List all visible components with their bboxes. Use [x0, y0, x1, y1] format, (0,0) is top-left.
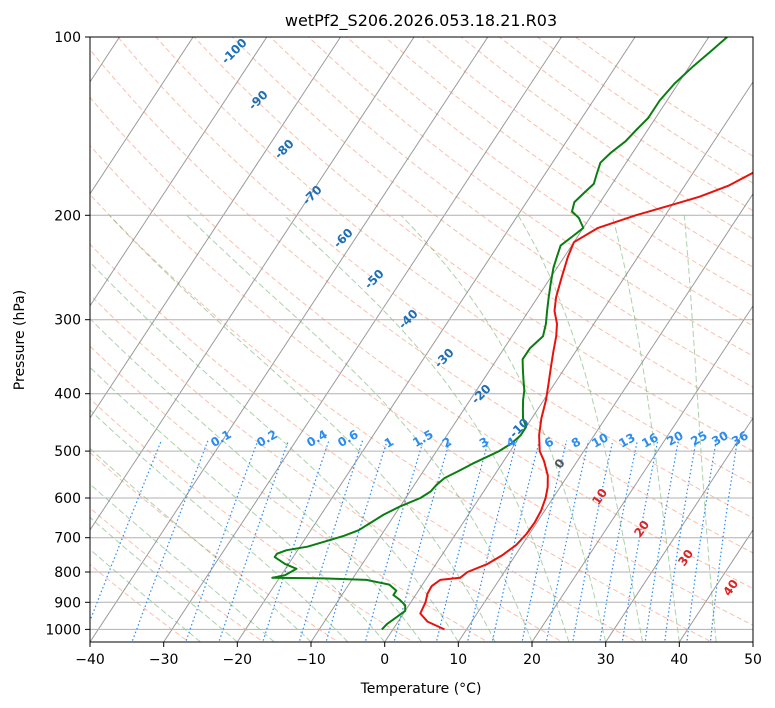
mixing-ratio-line	[664, 440, 697, 642]
mixing-ratio-line	[644, 440, 679, 642]
x-tick-label: −30	[149, 652, 179, 668]
isotherm-line	[678, 529, 753, 642]
moist-adiabat-line	[90, 548, 201, 642]
mixing-ratio-line	[572, 440, 614, 642]
profile-series	[271, 37, 753, 631]
mixing-ratio-line	[435, 440, 489, 642]
x-axis: −40 −30 −20 −10 0 10 20 30 40 50	[75, 642, 762, 668]
dry-adiabat-line	[90, 96, 753, 590]
mixing-ratio-line	[466, 440, 518, 642]
dry-adiabat-line	[117, 37, 753, 519]
dry-adiabat-line	[308, 37, 753, 357]
mixing-ratio-line	[491, 440, 540, 642]
y-tick-label: 300	[54, 313, 81, 329]
moist-adiabat-line	[108, 214, 496, 642]
moist-adiabat-line	[90, 409, 349, 642]
plot-frame	[89, 36, 754, 643]
moist-adiabat-line	[186, 214, 533, 642]
mixing-ratio-line	[393, 440, 451, 642]
x-tick-label: 50	[744, 652, 762, 668]
isotherm-line	[90, 37, 341, 419]
moist-adiabat-line	[611, 215, 680, 642]
mixing-ratio-line	[545, 440, 590, 642]
moist-adiabats	[90, 214, 717, 642]
y-tick-label: 100	[54, 30, 81, 46]
x-tick-label: 0	[380, 652, 389, 668]
mixing-ratio-line	[262, 440, 330, 642]
x-tick-label: 40	[670, 652, 688, 668]
dewpoint-profile-line	[271, 37, 728, 631]
skewed-isotherms	[90, 37, 753, 642]
dry-adiabat-line	[384, 37, 753, 297]
y-axis: 100 200 300 400 500 600 700 800 900 1000	[45, 30, 90, 638]
moist-adiabat-line	[90, 318, 422, 642]
temperature-profile-line	[419, 171, 753, 631]
mixing-ratio-line	[599, 440, 638, 642]
moist-adiabat-line	[400, 214, 607, 642]
isotherm-line	[531, 304, 753, 642]
mixing-ratio-line	[686, 440, 717, 642]
mixing-ratio-lines	[90, 440, 738, 642]
isotherm-line	[236, 37, 636, 642]
x-tick-label: −40	[75, 652, 105, 668]
mixing-ratio-line	[90, 440, 162, 623]
isotherm-line	[90, 37, 194, 195]
dry-adiabat-line	[155, 37, 753, 485]
chart-title: wetPf2_S206.2026.053.18.21.R03	[285, 11, 557, 31]
mixing-ratio-line	[364, 440, 424, 642]
moist-adiabat-line	[90, 516, 238, 642]
y-tick-label: 400	[54, 387, 81, 403]
moist-adiabat-line	[90, 366, 386, 642]
y-tick-label: 1000	[45, 622, 81, 638]
y-tick-label: 900	[54, 595, 81, 611]
x-tick-label: −10	[296, 652, 326, 668]
isotherm-line	[310, 37, 710, 642]
x-tick-label: −20	[223, 652, 253, 668]
plot-area	[90, 37, 753, 642]
mixing-ratio-line	[709, 440, 738, 642]
isotherm-line	[90, 37, 489, 642]
isotherm-line	[457, 192, 753, 642]
dry-adiabat-line	[193, 37, 753, 452]
moist-adiabat-line	[517, 215, 643, 642]
x-tick-label: 30	[597, 652, 615, 668]
y-tick-label: 600	[54, 491, 81, 507]
dry-adiabat-line	[346, 37, 753, 327]
x-tick-label: 10	[449, 652, 467, 668]
moist-adiabat-line	[683, 215, 717, 642]
isotherm-line	[163, 37, 562, 642]
isotherm-line	[384, 80, 753, 642]
mixing-ratio-line	[521, 440, 568, 642]
x-axis-label: Temperature (°C)	[360, 681, 482, 697]
moist-adiabat-line	[90, 483, 275, 642]
moist-adiabat-line	[90, 447, 312, 642]
isotherm-line	[90, 37, 415, 531]
moist-adiabat-line	[90, 261, 459, 642]
y-tick-label: 500	[54, 444, 81, 460]
x-tick-label: 20	[523, 652, 541, 668]
dry-adiabat-line	[90, 48, 753, 554]
isotherm-line	[90, 37, 268, 307]
isotherm-line	[605, 417, 753, 642]
dry-adiabat-line	[90, 243, 639, 642]
y-tick-label: 200	[54, 208, 81, 224]
y-tick-label: 800	[54, 565, 81, 581]
mixing-ratio-line	[621, 440, 659, 642]
y-tick-label: 700	[54, 531, 81, 547]
y-axis-label: Pressure (hPa)	[12, 290, 28, 390]
